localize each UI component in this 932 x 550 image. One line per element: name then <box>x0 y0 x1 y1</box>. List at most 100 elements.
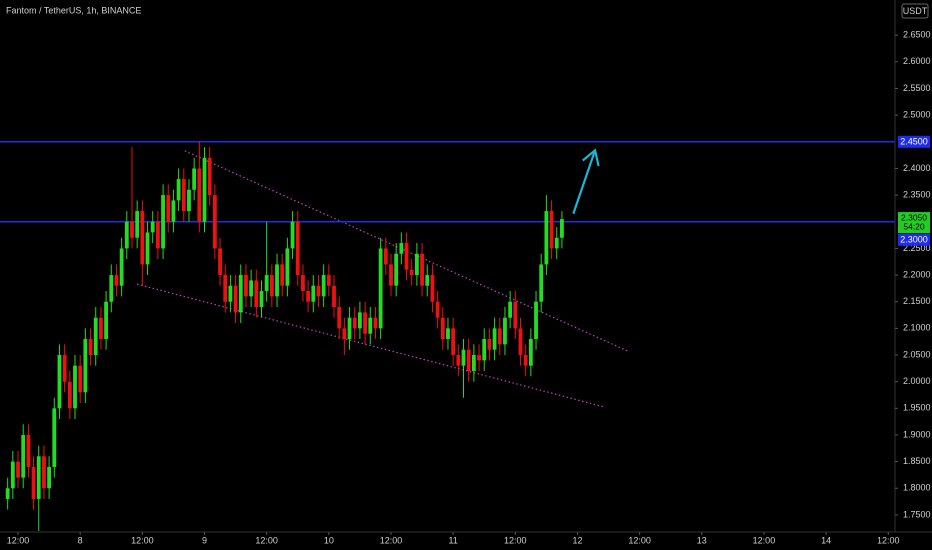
candle-body <box>363 312 367 334</box>
candle-body <box>394 253 399 286</box>
candle-body <box>295 221 300 276</box>
candle-body <box>176 179 181 201</box>
candle-body <box>145 232 150 265</box>
x-tick-label: 13 <box>697 535 707 545</box>
x-tick-label: 11 <box>448 535 457 545</box>
candle-body <box>161 195 165 249</box>
candle-body <box>78 365 83 393</box>
candle-body <box>223 275 228 302</box>
x-tick-label: 9 <box>202 535 207 545</box>
candle-body <box>409 269 414 276</box>
candle-body <box>544 211 549 265</box>
level-label: 2.3000 <box>900 235 928 245</box>
candle-body <box>306 291 311 302</box>
y-tick-label: 1.8500 <box>903 456 931 466</box>
candle-body <box>549 211 554 249</box>
candle-body <box>155 221 160 249</box>
y-tick-label: 2.1000 <box>903 323 931 333</box>
y-tick-label: 2.1500 <box>903 296 931 306</box>
candle-body <box>269 275 274 297</box>
candle-body <box>109 275 114 302</box>
y-tick-label: 1.7500 <box>903 509 931 519</box>
x-tick-label: 12:00 <box>7 535 30 545</box>
candle-body <box>52 408 57 467</box>
candle-body <box>316 285 321 297</box>
candle-body <box>435 301 440 318</box>
arrow-head <box>582 148 600 167</box>
candle-body <box>440 317 445 340</box>
candle-body <box>383 248 388 265</box>
candle-body <box>244 275 248 297</box>
candle-body <box>26 434 31 467</box>
candle-body <box>352 317 357 329</box>
candle-body <box>311 285 316 302</box>
candle-body <box>425 275 430 286</box>
x-tick-label: 12:00 <box>380 535 403 545</box>
candle-body <box>523 355 528 366</box>
candle-body <box>104 301 108 340</box>
currency[interactable]: USDT <box>903 6 928 16</box>
trendline <box>137 283 604 408</box>
candle-body <box>404 243 409 270</box>
candle-body <box>140 211 145 265</box>
candle-body <box>482 339 487 361</box>
y-tick-label: 2.3500 <box>903 189 931 199</box>
candle-body <box>389 264 393 286</box>
y-tick-label: 1.9000 <box>903 429 931 439</box>
candle-body <box>187 189 191 212</box>
candle-body <box>124 221 129 249</box>
candle-body <box>21 434 26 478</box>
y-tick-label: 2.5500 <box>903 83 931 93</box>
candle-body <box>10 461 15 489</box>
candle-body <box>285 248 290 286</box>
y-tick-label: 1.9500 <box>903 403 931 413</box>
candle-body <box>202 157 207 222</box>
candle-body <box>171 200 176 222</box>
candle-body <box>150 221 155 233</box>
x-tick-label: 12:00 <box>753 535 776 545</box>
currency-box[interactable] <box>901 3 929 19</box>
candle-body <box>477 355 481 361</box>
candle-body <box>518 328 523 356</box>
x-tick-label: 8 <box>78 535 83 545</box>
candle-body <box>218 248 222 276</box>
candle-body <box>67 381 72 409</box>
candle-body <box>36 456 41 499</box>
candle-body <box>446 328 450 340</box>
candle-body <box>228 285 233 302</box>
candle-body <box>487 339 492 350</box>
candle-body <box>57 355 62 409</box>
candle-body <box>280 264 285 286</box>
candle-body <box>466 349 471 372</box>
candle-body <box>42 456 46 489</box>
candle-body <box>238 275 243 313</box>
x-tick-label: 12 <box>572 535 582 545</box>
candle-body <box>451 328 456 356</box>
candle-body <box>254 280 259 308</box>
candle-body <box>264 275 269 292</box>
candle-body <box>492 328 497 350</box>
candle-body <box>83 339 88 393</box>
x-tick-label: 14 <box>821 535 831 545</box>
countdown: 54:20 <box>903 221 925 231</box>
candle-body <box>93 317 98 356</box>
candle-body <box>368 317 373 334</box>
candle-body <box>534 301 538 340</box>
x-tick-label: 12:00 <box>131 535 154 545</box>
candle-body <box>259 291 264 308</box>
candle-body <box>461 349 466 366</box>
candle-body <box>130 221 134 238</box>
candle-body <box>539 264 544 302</box>
y-tick-label: 2.2000 <box>903 269 931 279</box>
x-tick-label: 12:00 <box>255 535 278 545</box>
candle-body <box>332 285 336 308</box>
y-tick-label: 2.0000 <box>903 376 931 386</box>
candle-body <box>16 461 20 478</box>
y-tick-label: 1.8000 <box>903 483 931 493</box>
candle-body <box>497 328 502 345</box>
candle-body <box>119 248 124 286</box>
x-tick-label: 10 <box>324 535 334 545</box>
